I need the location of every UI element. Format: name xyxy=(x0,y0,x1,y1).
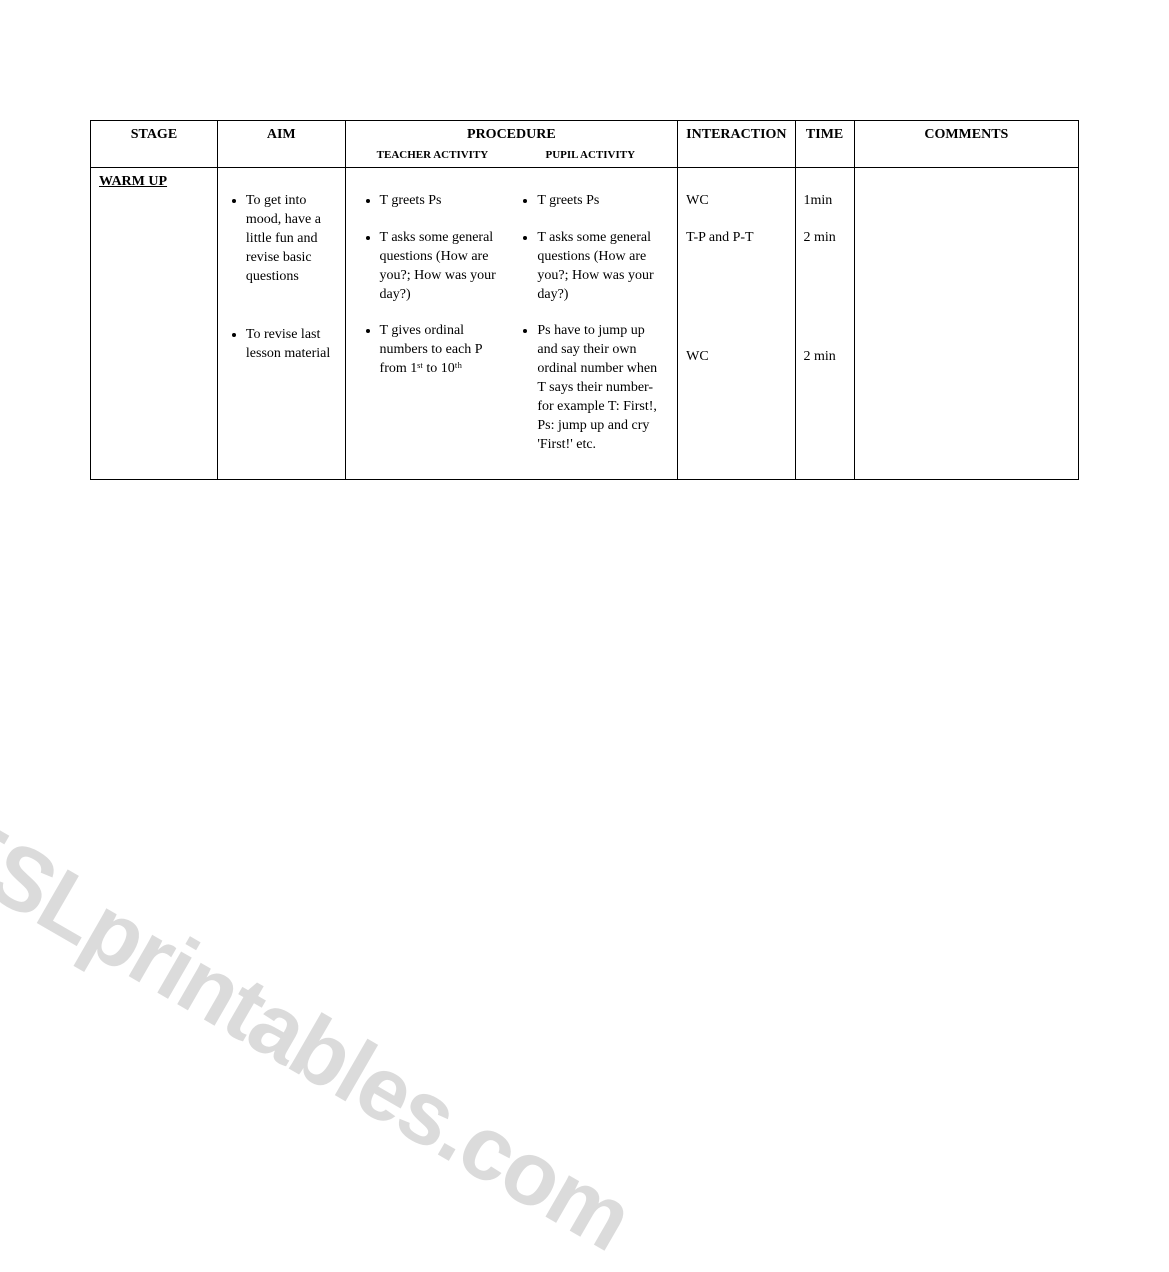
teacher-activity-col: T greets Ps T asks some general question… xyxy=(354,174,512,473)
procedure-cell: T greets Ps T asks some general question… xyxy=(345,168,678,480)
table-row: WARM UP To get into mood, have a little … xyxy=(91,168,1079,480)
list-item: T greets Ps xyxy=(380,192,502,211)
list-item: T greets Ps xyxy=(537,192,659,211)
procedure-subheaders: TEACHER ACTIVITY PUPIL ACTIVITY xyxy=(354,149,670,161)
time-cell: 1min 2 min 2 min xyxy=(795,168,854,480)
col-interaction: INTERACTION xyxy=(678,121,795,168)
list-item: Ps have to jump up and say their own ord… xyxy=(537,322,659,454)
time-value: 2 min xyxy=(804,348,846,367)
interaction-cell: WC T-P and P-T WC xyxy=(678,168,795,480)
aim-cell: To get into mood, have a little fun and … xyxy=(217,168,345,480)
comments-cell xyxy=(854,168,1078,480)
col-time: TIME xyxy=(795,121,854,168)
interaction-value: WC xyxy=(686,192,786,211)
col-procedure: PROCEDURE TEACHER ACTIVITY PUPIL ACTIVIT… xyxy=(345,121,678,168)
stage-cell: WARM UP xyxy=(91,168,218,480)
col-comments: COMMENTS xyxy=(854,121,1078,168)
watermark-text: ESLprintables.com xyxy=(0,792,648,1272)
time-value: 2 min xyxy=(804,229,846,248)
document-page: STAGE AIM PROCEDURE TEACHER ACTIVITY PUP… xyxy=(0,0,1169,480)
interaction-value: WC xyxy=(686,348,786,367)
list-item: T asks some general questions (How are y… xyxy=(380,229,502,305)
list-item: To revise last lesson material xyxy=(246,326,333,364)
lesson-plan-table: STAGE AIM PROCEDURE TEACHER ACTIVITY PUP… xyxy=(90,120,1079,480)
col-aim: AIM xyxy=(217,121,345,168)
list-item: To get into mood, have a little fun and … xyxy=(246,192,333,286)
list-item: T asks some general questions (How are y… xyxy=(537,229,659,305)
col-procedure-title: PROCEDURE xyxy=(354,127,670,143)
list-item: T gives ordinal numbers to each P from 1… xyxy=(380,322,502,379)
col-stage: STAGE xyxy=(91,121,218,168)
sub-teacher-activity: TEACHER ACTIVITY xyxy=(354,149,512,161)
sub-pupil-activity: PUPIL ACTIVITY xyxy=(511,149,669,161)
interaction-value: T-P and P-T xyxy=(686,229,786,248)
time-value: 1min xyxy=(804,192,846,211)
table-header: STAGE AIM PROCEDURE TEACHER ACTIVITY PUP… xyxy=(91,121,1079,168)
pupil-activity-col: T greets Ps T asks some general question… xyxy=(511,174,669,473)
aim-list: To get into mood, have a little fun and … xyxy=(226,174,337,364)
